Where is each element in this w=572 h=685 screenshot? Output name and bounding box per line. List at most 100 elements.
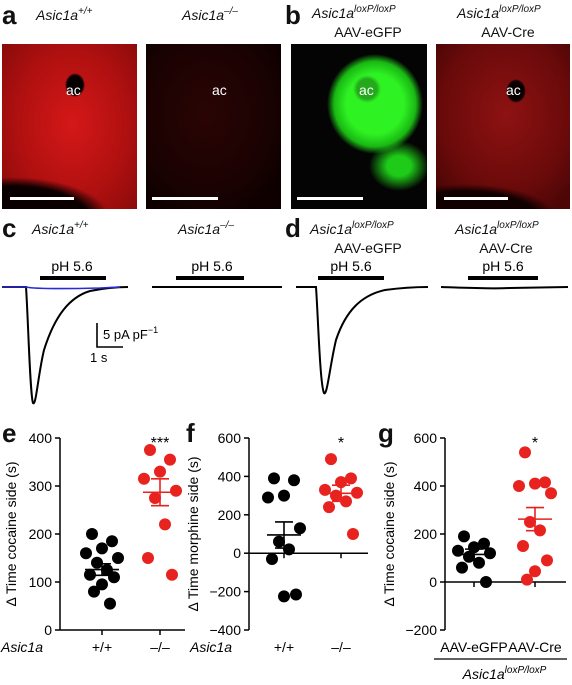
data-point (456, 561, 468, 574)
y-tick-label: 400 (29, 430, 53, 446)
y-axis-label: Δ Time cocaine side (s) (3, 462, 19, 607)
y-tick-label: −200 (405, 622, 437, 638)
data-point (144, 444, 156, 456)
data-point (262, 491, 274, 504)
data-point (283, 543, 295, 556)
trace-wildtype-blue (2, 286, 121, 290)
micrograph-wildtype: ac (2, 44, 137, 209)
data-point (323, 501, 335, 514)
micrograph-aav-cre: ac (436, 44, 570, 209)
ph-bar-d2: pH 5.6 (468, 258, 538, 280)
data-point (91, 556, 103, 569)
scale-bar (152, 197, 218, 200)
data-point (170, 484, 182, 497)
panel-letter-a: a (2, 0, 17, 30)
current-scale-bar: 5 pA pF−1 1 s (90, 323, 158, 365)
data-point (273, 535, 285, 548)
y-tick-label: 0 (429, 574, 437, 590)
y-tick-label: 200 (218, 507, 242, 523)
data-point (106, 535, 118, 548)
y-axis-label: Δ Time morphine side (s) (185, 456, 201, 611)
y-tick-label: 200 (29, 526, 53, 542)
micrograph-aav-egfp: ac (291, 44, 427, 209)
chart-e: 0 100 200 300 400 Δ Time cocaine side (s) +/+ –… (0, 430, 185, 655)
x-category-label: –/– (150, 639, 170, 655)
data-point (112, 552, 124, 564)
data-point (159, 518, 171, 531)
y-tick-label: 400 (218, 468, 242, 484)
group-axis-label: Asic1a (189, 639, 232, 655)
scale-bar (444, 197, 508, 200)
data-point (104, 597, 116, 610)
data-point (149, 492, 161, 504)
scale-x-label: 1 s (90, 350, 108, 365)
panel-letter-f: f (186, 418, 195, 448)
micrograph-knockout: ac (146, 44, 281, 209)
data-point (519, 446, 531, 459)
genotype-label-b2: Asic1aloxP/loxP (457, 4, 541, 21)
genotype-label-d1: Asic1aloxP/loxP (310, 220, 394, 237)
y-tick-label: 600 (414, 430, 438, 446)
data-point (96, 578, 108, 591)
data-point (529, 477, 541, 490)
panel-letter-d: d (285, 213, 301, 243)
data-point (468, 541, 480, 554)
genotype-label-a2: Asic1a–/– (182, 6, 238, 23)
data-point (458, 530, 470, 543)
data-point (345, 472, 357, 485)
y-tick-label: 200 (414, 526, 438, 542)
panel-letter-b: b (285, 0, 301, 30)
y-tick-label: 0 (44, 622, 52, 638)
data-point (347, 528, 359, 540)
data-point (278, 590, 290, 603)
y-tick-label: 100 (29, 574, 53, 590)
data-point (154, 465, 166, 478)
data-point (480, 576, 492, 588)
data-point (545, 487, 557, 500)
data-point (138, 472, 150, 485)
group-axis-label: Asic1a (0, 639, 43, 655)
data-point (142, 552, 154, 564)
chart-f: −400 −200 0 200 400 600 Δ Time morphine side (… (185, 430, 368, 655)
trace-wildtype-black (2, 286, 129, 405)
data-point (278, 489, 290, 502)
data-point (84, 568, 96, 581)
x-category-label: –/– (331, 639, 351, 655)
scale-bar (10, 197, 74, 200)
data-point (88, 585, 100, 598)
data-point (166, 568, 178, 581)
x-category-label: AAV-eGFP (440, 639, 507, 655)
data-point (164, 453, 176, 466)
significance-marker: * (532, 435, 538, 452)
data-point (268, 472, 280, 485)
y-tick-label: −400 (209, 622, 241, 638)
trace-aav-cre (440, 286, 569, 290)
genotype-label-b1: Asic1aloxP/loxP (312, 4, 396, 21)
data-point (521, 573, 533, 586)
genotype-label-c1: Asic1a+/+ (32, 220, 89, 237)
ph-label: pH 5.6 (191, 258, 232, 274)
virus-label-b2: AAV-Cre (481, 24, 535, 40)
ph-label: pH 5.6 (330, 258, 371, 274)
panel-letter-e: e (2, 418, 17, 448)
scale-bar (297, 197, 363, 200)
current-traces: pH 5.6 pH 5.6 pH 5.6 pH 5.6 5 pA pF−1 1 … (2, 258, 569, 405)
data-point (517, 540, 529, 552)
y-tick-label: 300 (29, 478, 53, 494)
region-label-ac: ac (66, 82, 81, 98)
virus-label-d2: AAV-Cre (479, 240, 533, 256)
data-point (266, 552, 278, 565)
virus-label-d1: AAV-eGFP (334, 240, 402, 256)
data-point (108, 571, 120, 584)
x-category-label: AAV-Cre (508, 639, 562, 655)
ph-bar-c1: pH 5.6 (40, 258, 106, 280)
data-point (484, 547, 496, 560)
data-point (539, 476, 551, 489)
panel-letter-c: c (2, 213, 17, 243)
data-point (325, 453, 337, 466)
region-label-ac: ac (359, 82, 374, 98)
data-point (478, 537, 490, 550)
y-axis-label: Δ Time cocaine side (s) (381, 462, 397, 607)
data-point (288, 474, 300, 487)
